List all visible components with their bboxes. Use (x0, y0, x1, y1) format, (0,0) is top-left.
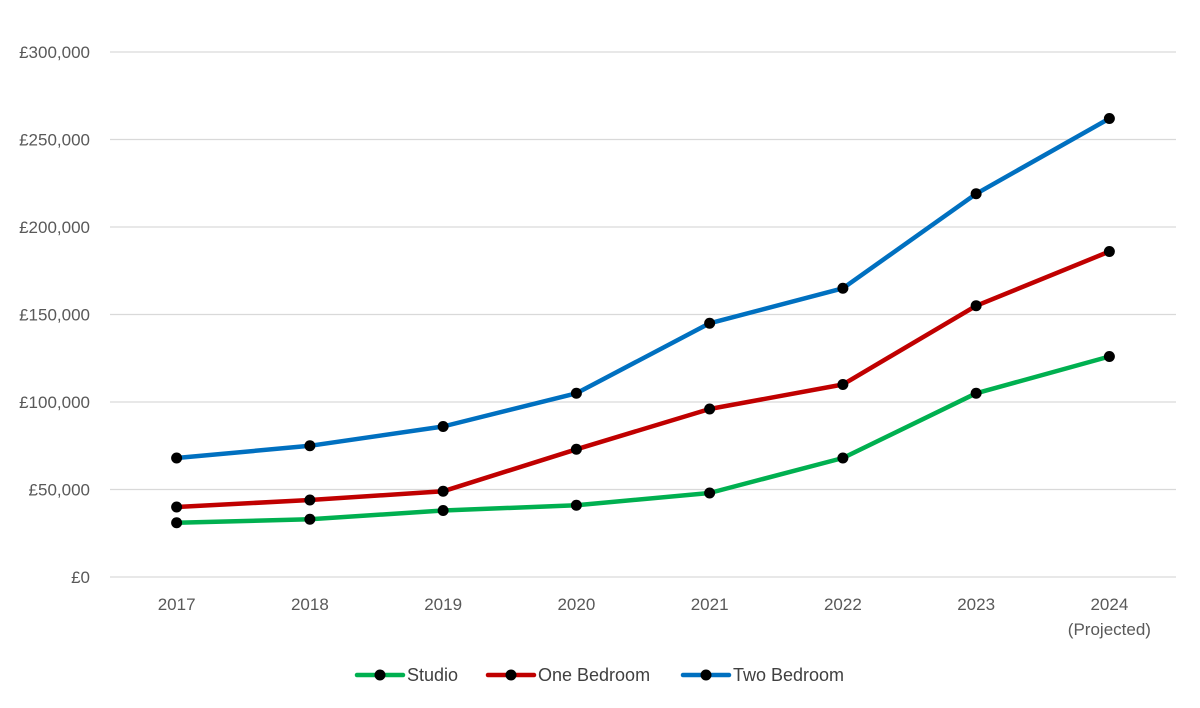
legend-item-two-bedroom: Two Bedroom (680, 665, 844, 685)
data-point-two-bedroom (171, 452, 183, 464)
y-tick-label: £300,000 (19, 43, 90, 62)
legend-swatch-marker (374, 669, 386, 681)
x-tick-label: 2018 (291, 595, 329, 614)
x-axis: 2017 2018 2019 2020 2021 2022 2023 2024 (Project… (158, 595, 1151, 639)
series-line-one-bedroom (174, 249, 1112, 510)
series-group (171, 113, 1115, 529)
y-tick-label: £0 (71, 568, 90, 587)
data-point-two-bedroom (1103, 113, 1115, 124)
x-tick-label: 2020 (557, 595, 595, 614)
series-line-studio (174, 354, 1112, 526)
series-studio (171, 351, 1115, 529)
legend-item-one-bedroom: One Bedroom (485, 665, 650, 685)
legend-swatch-marker (505, 669, 517, 681)
x-tick-label: 2019 (424, 595, 462, 614)
data-point-one-bedroom (171, 501, 183, 513)
y-tick-label: £50,000 (29, 481, 90, 500)
legend-label: One Bedroom (538, 665, 650, 685)
x-tick-label: 2017 (158, 595, 196, 614)
series-one-bedroom (171, 246, 1115, 513)
data-point-one-bedroom (304, 494, 316, 506)
data-point-studio (1103, 351, 1115, 362)
x-tick-label: 2022 (824, 595, 862, 614)
x-tick-label: 2021 (691, 595, 729, 614)
x-tick-label: 2024 (Projected) (1068, 595, 1151, 639)
data-point-studio (704, 487, 716, 499)
data-point-studio (437, 505, 449, 516)
data-point-studio (970, 387, 982, 399)
y-tick-label: £100,000 (19, 393, 90, 412)
legend: Studio One Bedroom Two Bedroom (354, 665, 844, 685)
data-point-studio (570, 499, 582, 511)
y-tick-label: £200,000 (19, 218, 90, 237)
data-point-one-bedroom (837, 379, 849, 390)
data-point-two-bedroom (704, 317, 716, 329)
y-axis: £0 £50,000 £100,000 £150,000 £200,000 £250,00… (19, 43, 90, 587)
x-tick-label: 2023 (957, 595, 995, 614)
data-point-studio (171, 517, 183, 529)
legend-item-studio: Studio (354, 665, 458, 685)
data-point-one-bedroom (570, 443, 582, 455)
data-point-two-bedroom (304, 440, 316, 452)
data-point-one-bedroom (970, 300, 982, 312)
data-point-two-bedroom (837, 282, 849, 294)
legend-label: Two Bedroom (733, 665, 844, 685)
gridlines (110, 51, 1176, 578)
series-two-bedroom (171, 113, 1115, 464)
data-point-two-bedroom (970, 188, 982, 200)
data-point-two-bedroom (570, 387, 582, 399)
y-tick-label: £250,000 (19, 131, 90, 150)
series-line-two-bedroom (174, 116, 1112, 461)
data-point-one-bedroom (437, 485, 449, 497)
data-point-one-bedroom (1103, 246, 1115, 257)
data-point-studio (304, 513, 316, 525)
data-point-one-bedroom (704, 403, 716, 415)
legend-label: Studio (407, 665, 458, 685)
legend-swatch-marker (700, 669, 712, 681)
data-point-studio (837, 452, 849, 464)
data-point-two-bedroom (437, 421, 449, 432)
y-tick-label: £150,000 (19, 306, 90, 325)
